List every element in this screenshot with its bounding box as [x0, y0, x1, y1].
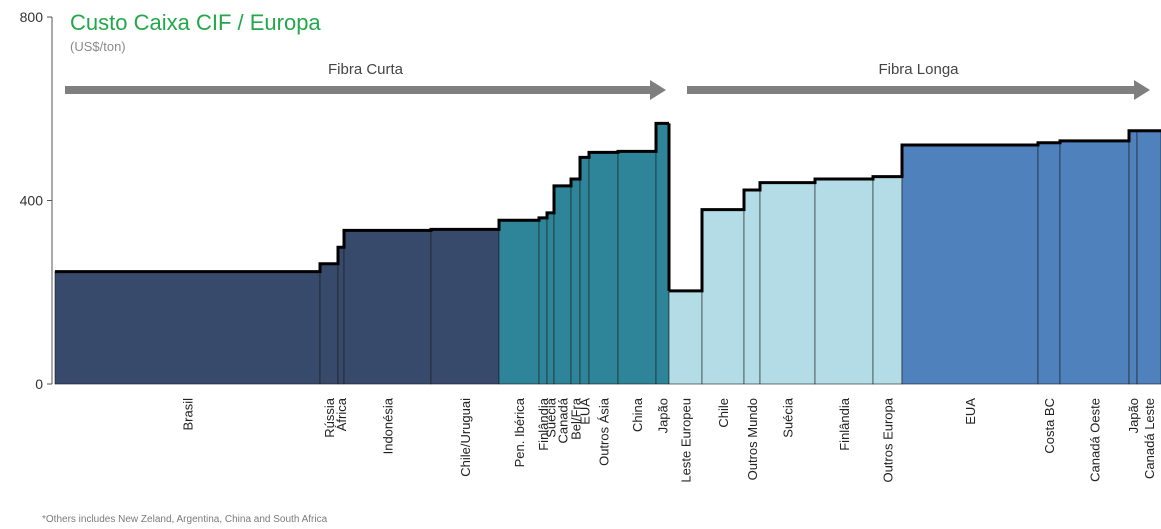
bar	[1037, 142, 1061, 385]
bar	[553, 185, 572, 385]
y-tick-label: 800	[20, 9, 44, 25]
bars	[54, 123, 1161, 385]
bar	[655, 123, 670, 385]
group-outline	[669, 129, 1161, 293]
x-tick-label: Leste Europeu	[679, 398, 694, 483]
group-arrows: Fibra Curta Fibra Longa	[65, 61, 1150, 100]
x-tick-label: China	[630, 397, 645, 432]
group-label: Fibra Curta	[328, 61, 404, 78]
bar	[1128, 130, 1138, 385]
bar	[668, 290, 703, 385]
footnote: *Others includes New Zeland, Argentina, …	[42, 514, 328, 525]
arrow-shaft	[65, 86, 650, 94]
chart-subtitle: (US$/ton)	[70, 39, 126, 54]
bar	[570, 178, 581, 385]
x-tick-label: EUA	[963, 398, 978, 425]
bar	[579, 157, 590, 385]
x-tick-label: Japão	[656, 398, 671, 433]
x-tick-label: Outros Europa	[881, 397, 896, 482]
x-tick-label: Canadá	[556, 397, 571, 443]
x-tick-label: Outros Mundo	[745, 398, 760, 480]
x-tick-label: Finlândia	[536, 397, 551, 451]
bar	[337, 246, 345, 385]
bar	[617, 151, 657, 385]
arrow-head	[1134, 80, 1150, 100]
x-tick-label: Bel/Fra	[569, 397, 584, 440]
x-tick-label: EUA	[578, 398, 593, 425]
x-tick-label: Indonésia	[381, 397, 396, 454]
group-label: Fibra Longa	[878, 61, 959, 78]
arrow-head	[650, 80, 666, 100]
x-tick-label: Canadá Leste	[1142, 398, 1157, 479]
y-axis: 0 400 800	[20, 9, 53, 392]
bar	[872, 176, 903, 385]
y-tick-label: 0	[35, 376, 43, 392]
bar	[901, 144, 1039, 385]
x-tick-label: Chile/Uruguai	[458, 398, 473, 477]
x-tick-label: Suécia	[781, 397, 796, 438]
bar	[343, 230, 432, 385]
x-tick-label: África	[334, 397, 349, 431]
x-tick-label: Pen. Ibérica	[512, 397, 527, 467]
bar	[588, 152, 619, 385]
step-outline	[55, 121, 1161, 293]
bar	[54, 271, 321, 385]
x-tick-label: Outros Ásia	[597, 397, 612, 466]
bar	[1136, 130, 1161, 385]
arrow-shaft	[687, 86, 1134, 94]
x-tick-label: Rússia	[322, 397, 337, 438]
bar	[546, 212, 555, 385]
bar	[498, 219, 540, 385]
bar	[759, 182, 816, 385]
y-tick-label: 400	[20, 193, 44, 209]
bar	[701, 209, 745, 385]
x-tick-label: Chile	[716, 398, 731, 428]
bar	[1059, 140, 1130, 385]
bar	[743, 189, 761, 385]
bar	[430, 229, 500, 385]
x-tick-label: Brasil	[181, 398, 196, 431]
x-tick-label: Japão	[1126, 398, 1141, 433]
chart-title: Custo Caixa CIF / Europa	[70, 10, 321, 35]
bar	[814, 178, 874, 385]
x-tick-label: Finlândia	[837, 397, 852, 451]
bar	[538, 217, 548, 385]
bar	[319, 263, 339, 385]
x-tick-label: Costa BC	[1042, 398, 1057, 454]
group-outline	[55, 121, 669, 274]
x-tick-label: Canadá Oeste	[1088, 398, 1103, 482]
x-tick-label: Suécia	[544, 397, 559, 438]
